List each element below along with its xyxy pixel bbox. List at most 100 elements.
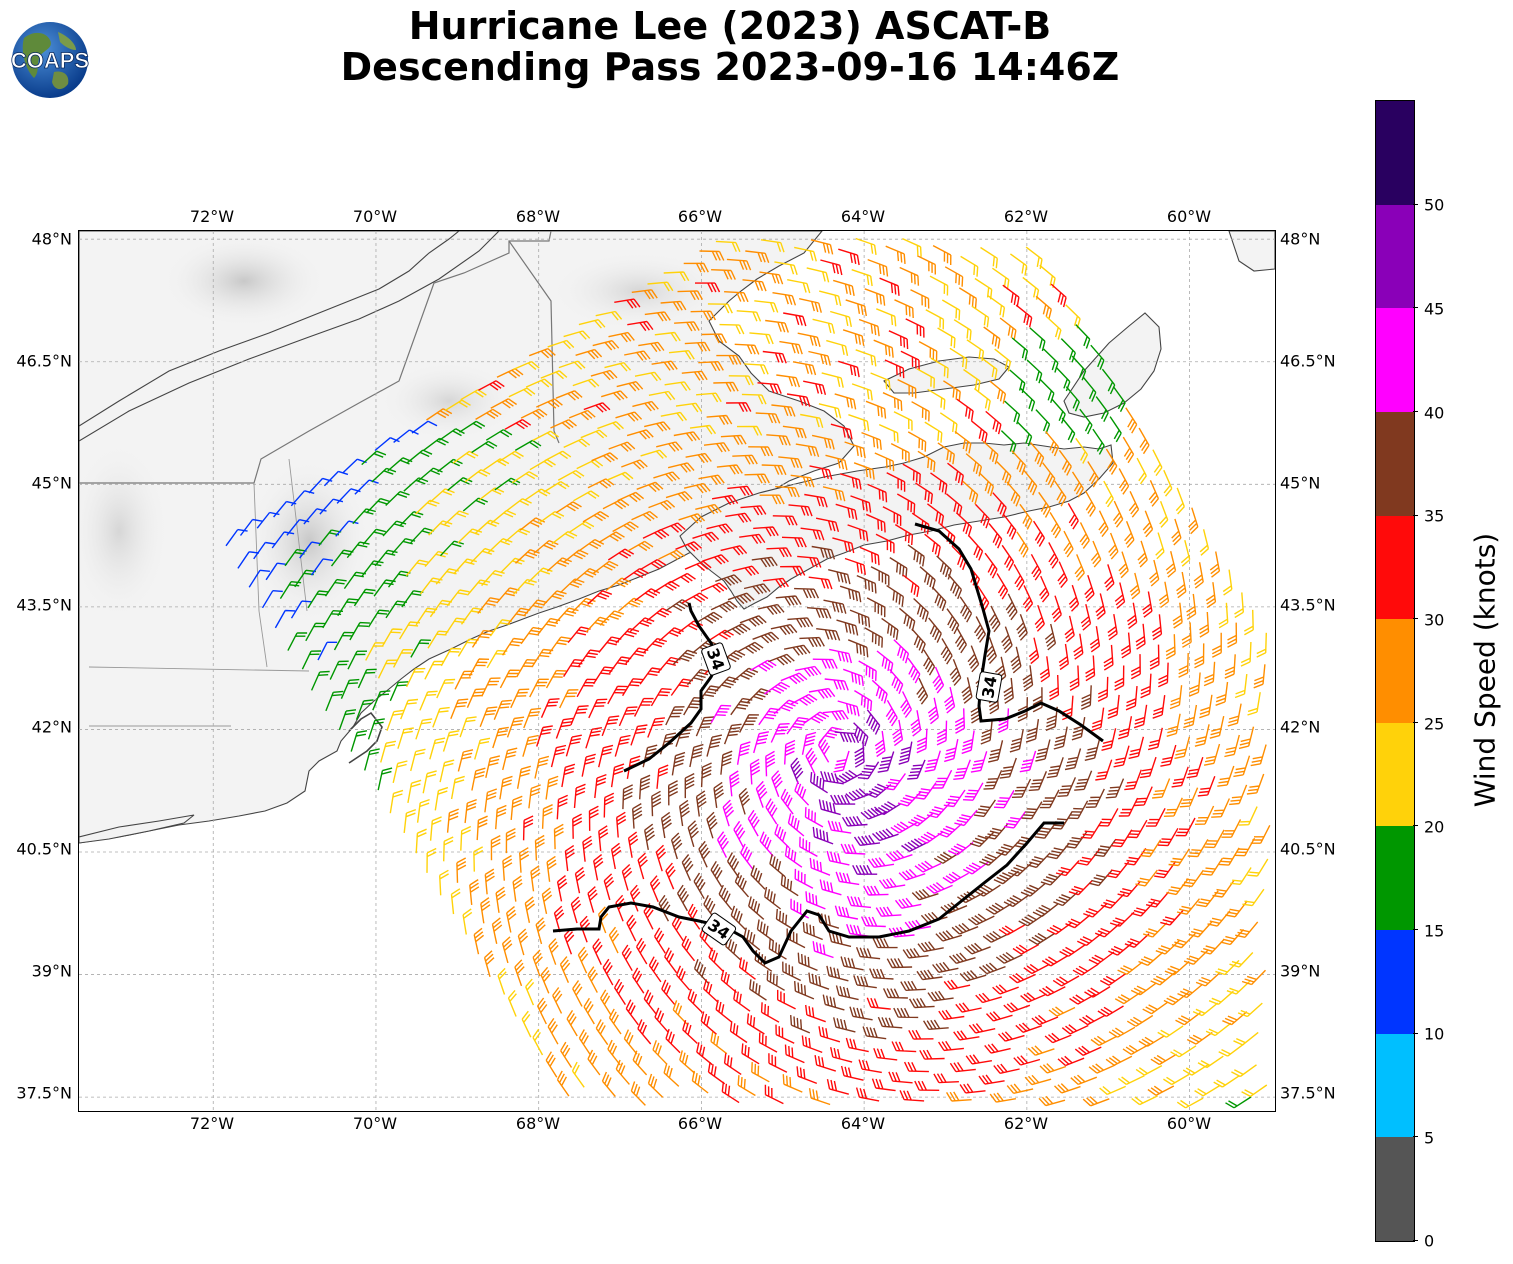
wind-barb bbox=[1187, 1032, 1212, 1044]
wind-barb bbox=[1242, 970, 1265, 984]
wind-barb bbox=[1039, 1096, 1065, 1105]
wind-barb bbox=[541, 967, 550, 993]
wind-barb bbox=[1193, 1003, 1218, 1016]
wind-barb bbox=[956, 627, 967, 653]
wind-barb bbox=[1091, 541, 1100, 567]
wind-barb bbox=[884, 988, 908, 998]
wind-barb bbox=[1228, 704, 1241, 726]
wind-barb bbox=[798, 333, 820, 347]
colorbar-tick-mark bbox=[1413, 1033, 1418, 1034]
wind-barb bbox=[1233, 756, 1249, 777]
wind-barb bbox=[1219, 848, 1239, 865]
colorbar-tick-label: 20 bbox=[1424, 818, 1444, 837]
wind-barb bbox=[1204, 744, 1219, 765]
wind-barb bbox=[582, 754, 596, 776]
colorbar-segment bbox=[1376, 619, 1414, 723]
wind-barb bbox=[1010, 729, 1023, 751]
lat-tick-right: 37.5°N bbox=[1280, 1084, 1336, 1103]
wind-barb bbox=[912, 889, 938, 899]
wind-barb bbox=[666, 707, 685, 725]
wind-barb bbox=[1072, 356, 1085, 380]
lon-tick-bottom: 72°W bbox=[190, 1114, 234, 1133]
contour-label-text: 34 bbox=[978, 674, 1001, 699]
wind-barb bbox=[1016, 305, 1032, 327]
wind-barb bbox=[1167, 714, 1180, 737]
wind-barb bbox=[959, 288, 976, 309]
wind-barb bbox=[1152, 614, 1161, 639]
wind-barb bbox=[744, 928, 760, 950]
wind-barb bbox=[848, 415, 868, 431]
wind-barb bbox=[797, 1066, 817, 1083]
land-pei bbox=[884, 357, 1009, 393]
wind-barb bbox=[910, 998, 935, 1007]
wind-barb bbox=[806, 748, 817, 774]
wind-barb bbox=[708, 630, 733, 641]
wind-barb bbox=[879, 425, 898, 443]
wind-barb bbox=[1219, 1044, 1244, 1056]
wind-barb bbox=[612, 843, 621, 869]
wind-barb bbox=[861, 807, 887, 819]
wind-barb bbox=[1098, 1006, 1124, 1016]
wind-barb bbox=[859, 661, 876, 681]
wind-barb bbox=[617, 812, 626, 837]
wind-barb bbox=[1127, 1016, 1153, 1027]
wind-barb bbox=[1239, 727, 1254, 749]
wind-barb bbox=[1049, 1007, 1075, 1016]
wind-barb bbox=[874, 340, 893, 358]
wind-barb bbox=[850, 1007, 873, 1020]
wind-barb bbox=[885, 360, 904, 378]
wind-barb bbox=[1151, 1054, 1177, 1064]
wind-barb bbox=[920, 1050, 945, 1059]
wind-barb bbox=[1164, 798, 1182, 817]
wind-barb bbox=[1177, 1098, 1203, 1108]
lon-tick-bottom: 60°W bbox=[1167, 1114, 1211, 1133]
wind-barb bbox=[387, 710, 404, 730]
wind-barb bbox=[533, 950, 542, 976]
wind-barb bbox=[880, 278, 899, 296]
wind-barb bbox=[590, 806, 599, 831]
wind-barb bbox=[1029, 638, 1038, 664]
wind-barb bbox=[829, 649, 851, 663]
colorbar-segment bbox=[1376, 826, 1414, 930]
wind-barb bbox=[1230, 953, 1253, 968]
colorbar-tick-mark bbox=[1413, 618, 1418, 619]
wind-barb bbox=[557, 795, 567, 819]
wind-barb bbox=[688, 821, 698, 847]
wind-barb bbox=[986, 411, 1001, 434]
wind-barb bbox=[1129, 491, 1138, 517]
wind-barb bbox=[1105, 564, 1114, 590]
wind-barb bbox=[431, 817, 442, 841]
wind-barb bbox=[903, 948, 928, 958]
wind-barb bbox=[734, 821, 745, 847]
colorbar-segment bbox=[1376, 412, 1414, 516]
wind-barb bbox=[860, 547, 879, 565]
wind-barb bbox=[855, 742, 864, 767]
wind-barb bbox=[912, 629, 925, 653]
wind-barb bbox=[1040, 576, 1049, 602]
wind-barb bbox=[813, 659, 837, 668]
wind-barb bbox=[1158, 828, 1178, 845]
lon-tick-bottom: 66°W bbox=[678, 1114, 722, 1133]
wind-barb bbox=[474, 928, 483, 954]
wind-barb bbox=[911, 710, 921, 736]
wind-barb bbox=[834, 1017, 856, 1032]
wind-barb bbox=[846, 1038, 868, 1052]
wind-barb bbox=[1201, 939, 1224, 954]
wind-barb bbox=[862, 917, 886, 927]
wind-barb bbox=[1247, 774, 1264, 794]
wind-barb bbox=[496, 887, 505, 913]
wind-barb bbox=[461, 827, 471, 851]
wind-barb bbox=[962, 677, 972, 703]
wind-barb bbox=[560, 690, 579, 708]
wind-barb bbox=[685, 774, 694, 799]
wind-barb bbox=[1119, 798, 1138, 816]
wind-barb bbox=[536, 836, 545, 861]
wind-barb bbox=[957, 399, 973, 421]
wind-barb bbox=[1166, 634, 1175, 659]
wind-barb bbox=[690, 745, 703, 767]
wind-barb bbox=[928, 698, 938, 724]
wind-barb bbox=[893, 720, 903, 746]
wind-barb bbox=[452, 889, 461, 914]
wind-barb bbox=[791, 695, 817, 706]
wind-barb bbox=[599, 826, 608, 851]
